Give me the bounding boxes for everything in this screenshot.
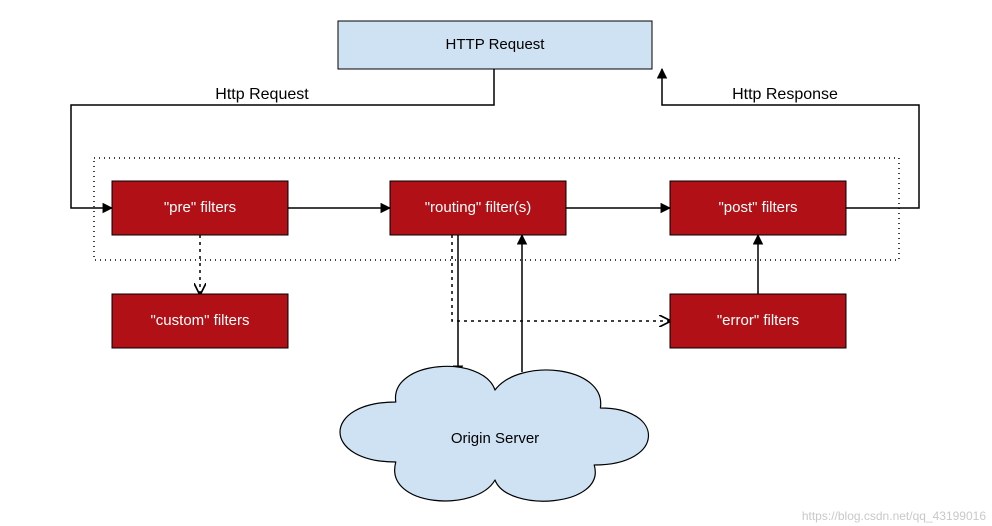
label-post: "post" filters	[718, 199, 797, 216]
node-pre: "pre" filters	[112, 181, 288, 235]
watermark: https://blog.csdn.net/qq_43199016	[802, 509, 986, 523]
label-pre: "pre" filters	[164, 199, 236, 216]
node-custom: "custom" filters	[112, 294, 288, 348]
node-routing: "routing" filter(s)	[390, 181, 566, 235]
node-cloud: Origin Server	[340, 366, 648, 501]
edge-label-lbl-res: Http Response	[732, 86, 838, 103]
label-error: "error" filters	[717, 312, 799, 329]
label-http: HTTP Request	[446, 36, 546, 53]
node-error: "error" filters	[670, 294, 846, 348]
label-cloud: Origin Server	[451, 430, 539, 447]
edge-label-lbl-req: Http Request	[215, 86, 309, 103]
label-custom: "custom" filters	[150, 312, 249, 329]
node-post: "post" filters	[670, 181, 846, 235]
label-routing: "routing" filter(s)	[425, 199, 532, 216]
edge-routing-to-error	[452, 235, 670, 321]
node-http: HTTP Request	[338, 21, 652, 69]
